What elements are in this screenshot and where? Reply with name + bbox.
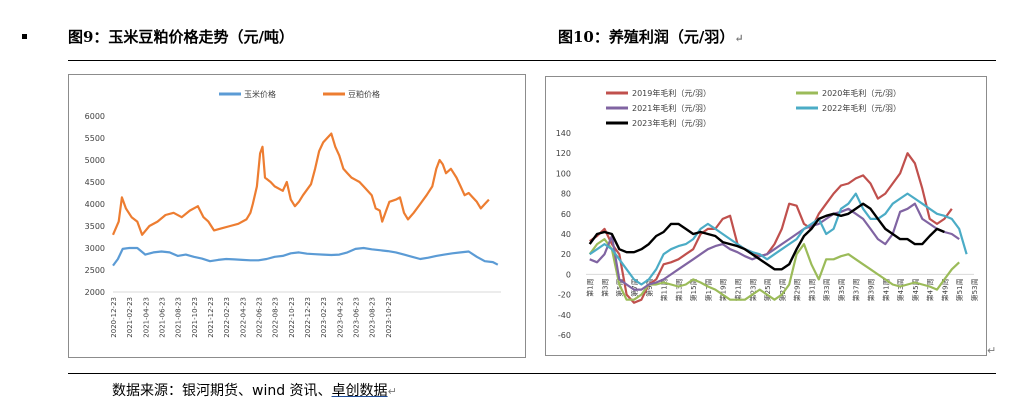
- profit-chart-panel: 140 120 100 80 60 40 20 0 -20 -40 -60 第1周 第3周 第5周 第7周第…: [545, 76, 987, 356]
- x-tick-label: 第7周: [630, 278, 639, 296]
- x-tick-label: 2021-06-23: [159, 297, 167, 338]
- y-tick-label: 80: [561, 190, 571, 199]
- y-tick-label: 5500: [85, 134, 105, 143]
- x-tick-label: 第19周: [719, 278, 728, 301]
- bottom-rule: [68, 373, 996, 374]
- return-mark-icon: ↵: [387, 385, 397, 398]
- figure-9-title: 图9：玉米豆粕价格走势（元/吨）: [68, 28, 294, 46]
- y-tick-label: 40: [561, 230, 571, 239]
- x-tick-label: 第1周: [586, 278, 595, 296]
- x-tick-label: 2022-12-23: [304, 297, 312, 338]
- return-mark-icon: ↵: [987, 344, 997, 357]
- x-tick-label: 第41周: [881, 278, 890, 301]
- x-tick-label: 第9周: [645, 278, 654, 296]
- x-tick-label: 第37周: [852, 278, 861, 301]
- y-tick-label: 3500: [85, 222, 105, 231]
- y-tick-label: -60: [558, 331, 571, 340]
- x-tick-label: 第45周: [911, 278, 920, 301]
- legend-label: 2019年毛利（元/羽）: [632, 88, 711, 98]
- x-tick-label: 2020-12-23: [110, 297, 118, 338]
- series-line: [589, 192, 968, 286]
- source-link[interactable]: 卓创数据: [331, 383, 388, 399]
- x-tick-label: 第29周: [793, 278, 802, 301]
- top-rule: [68, 60, 996, 61]
- x-tick-label: 2022-10-23: [288, 297, 296, 338]
- x-tick-label: 2021-04-23: [142, 297, 150, 338]
- x-tick-label: 第27周: [778, 278, 787, 301]
- x-tick-label: 2022-04-23: [239, 297, 247, 338]
- return-mark-icon: ↵: [734, 32, 744, 45]
- x-tick-label: 第11周: [660, 278, 669, 301]
- x-tick-label: 2022-08-23: [272, 297, 280, 338]
- x-tick-label: 第31周: [807, 278, 816, 301]
- legend-label: 玉米价格: [244, 89, 276, 99]
- x-tick-label: 2023-08-23: [369, 297, 377, 338]
- x-tick-label: 2023-02-23: [320, 297, 328, 338]
- y-tick-label: 120: [556, 149, 571, 158]
- series-line: [589, 202, 960, 291]
- source-label: 数据来源：: [112, 383, 182, 399]
- x-tick-label: 第33周: [822, 278, 831, 301]
- y-tick-label: 140: [556, 129, 571, 138]
- y-tick-label: 60: [561, 210, 571, 219]
- x-tick-label: 第23周: [748, 278, 757, 301]
- y-tick-label: 4500: [85, 178, 105, 187]
- x-tick-label: 第15周: [689, 278, 698, 301]
- x-tick-label: 第25周: [763, 278, 772, 301]
- series-line: [112, 246, 499, 267]
- x-tick-label: 第21周: [734, 278, 743, 301]
- x-tick-label: 第13周: [674, 278, 683, 301]
- x-tick-label: 2022-02-23: [223, 297, 231, 338]
- series-line: [588, 202, 945, 271]
- legend-label: 2023年毛利（元/羽）: [632, 118, 711, 128]
- x-tick-label: 第39周: [867, 278, 876, 301]
- profit-chart: 140120100806040200-20-40-60第1周 第3周 第5周 第7周第…: [556, 88, 979, 340]
- figure-10-title: 图10：养殖利润（元/羽）↵: [558, 26, 744, 47]
- x-tick-label: 第51周: [955, 278, 964, 301]
- x-tick-label: 2021-02-23: [126, 297, 134, 338]
- legend-label: 豆粕价格: [348, 89, 380, 99]
- x-tick-label: 第43周: [896, 278, 905, 301]
- y-tick-label: 3000: [85, 244, 105, 253]
- y-tick-label: -40: [558, 311, 571, 320]
- y-tick-label: 20: [561, 250, 571, 259]
- legend-label: 2020年毛利（元/羽）: [822, 88, 901, 98]
- figure-10-title-text: 图10：养殖利润（元/羽）: [558, 28, 735, 46]
- y-tick-label: -20: [558, 291, 571, 300]
- y-tick-label: 2500: [85, 266, 105, 275]
- x-tick-label: 第53周: [970, 278, 979, 301]
- x-tick-label: 2022-06-23: [256, 297, 264, 338]
- corn-soymeal-chart-panel: 6000 5500 5000 4500 4000 3500 3000 2500 2000 2020…: [68, 74, 526, 358]
- data-source-footer: 数据来源：银河期货、wind 资讯、卓创数据↵: [112, 380, 397, 400]
- x-tick-label: 2021-12-23: [207, 297, 215, 338]
- source-plain: 银河期货、wind 资讯、: [182, 383, 332, 399]
- x-tick-label: 2021-08-23: [175, 297, 183, 338]
- y-tick-label: 100: [556, 169, 571, 178]
- corn-soymeal-chart: 6000 5500 5000 4500 4000 3500 3000 2500 2000 2020…: [85, 89, 501, 338]
- y-tick-label: 5000: [85, 156, 105, 165]
- x-tick-label: 第49周: [940, 278, 949, 301]
- x-tick-label: 2023-06-23: [353, 297, 361, 338]
- legend-label: 2021年毛利（元/羽）: [632, 103, 711, 113]
- x-tick-label: 第47周: [926, 278, 935, 301]
- x-tick-label: 第3周: [600, 278, 609, 296]
- y-tick-label: 2000: [85, 288, 105, 297]
- x-tick-label: 2023-04-23: [336, 297, 344, 338]
- y-tick-label: 6000: [85, 112, 105, 121]
- x-tick-label: 2021-10-23: [191, 297, 199, 338]
- y-tick-label: 4000: [85, 200, 105, 209]
- y-tick-label: 0: [566, 270, 571, 279]
- x-tick-label: 第35周: [837, 278, 846, 301]
- bullet-marker: [22, 34, 27, 39]
- series-line: [111, 132, 490, 236]
- x-tick-label: 2023-10-23: [385, 297, 393, 338]
- x-tick-label: 第17周: [704, 278, 713, 301]
- legend-label: 2022年毛利（元/羽）: [822, 103, 901, 113]
